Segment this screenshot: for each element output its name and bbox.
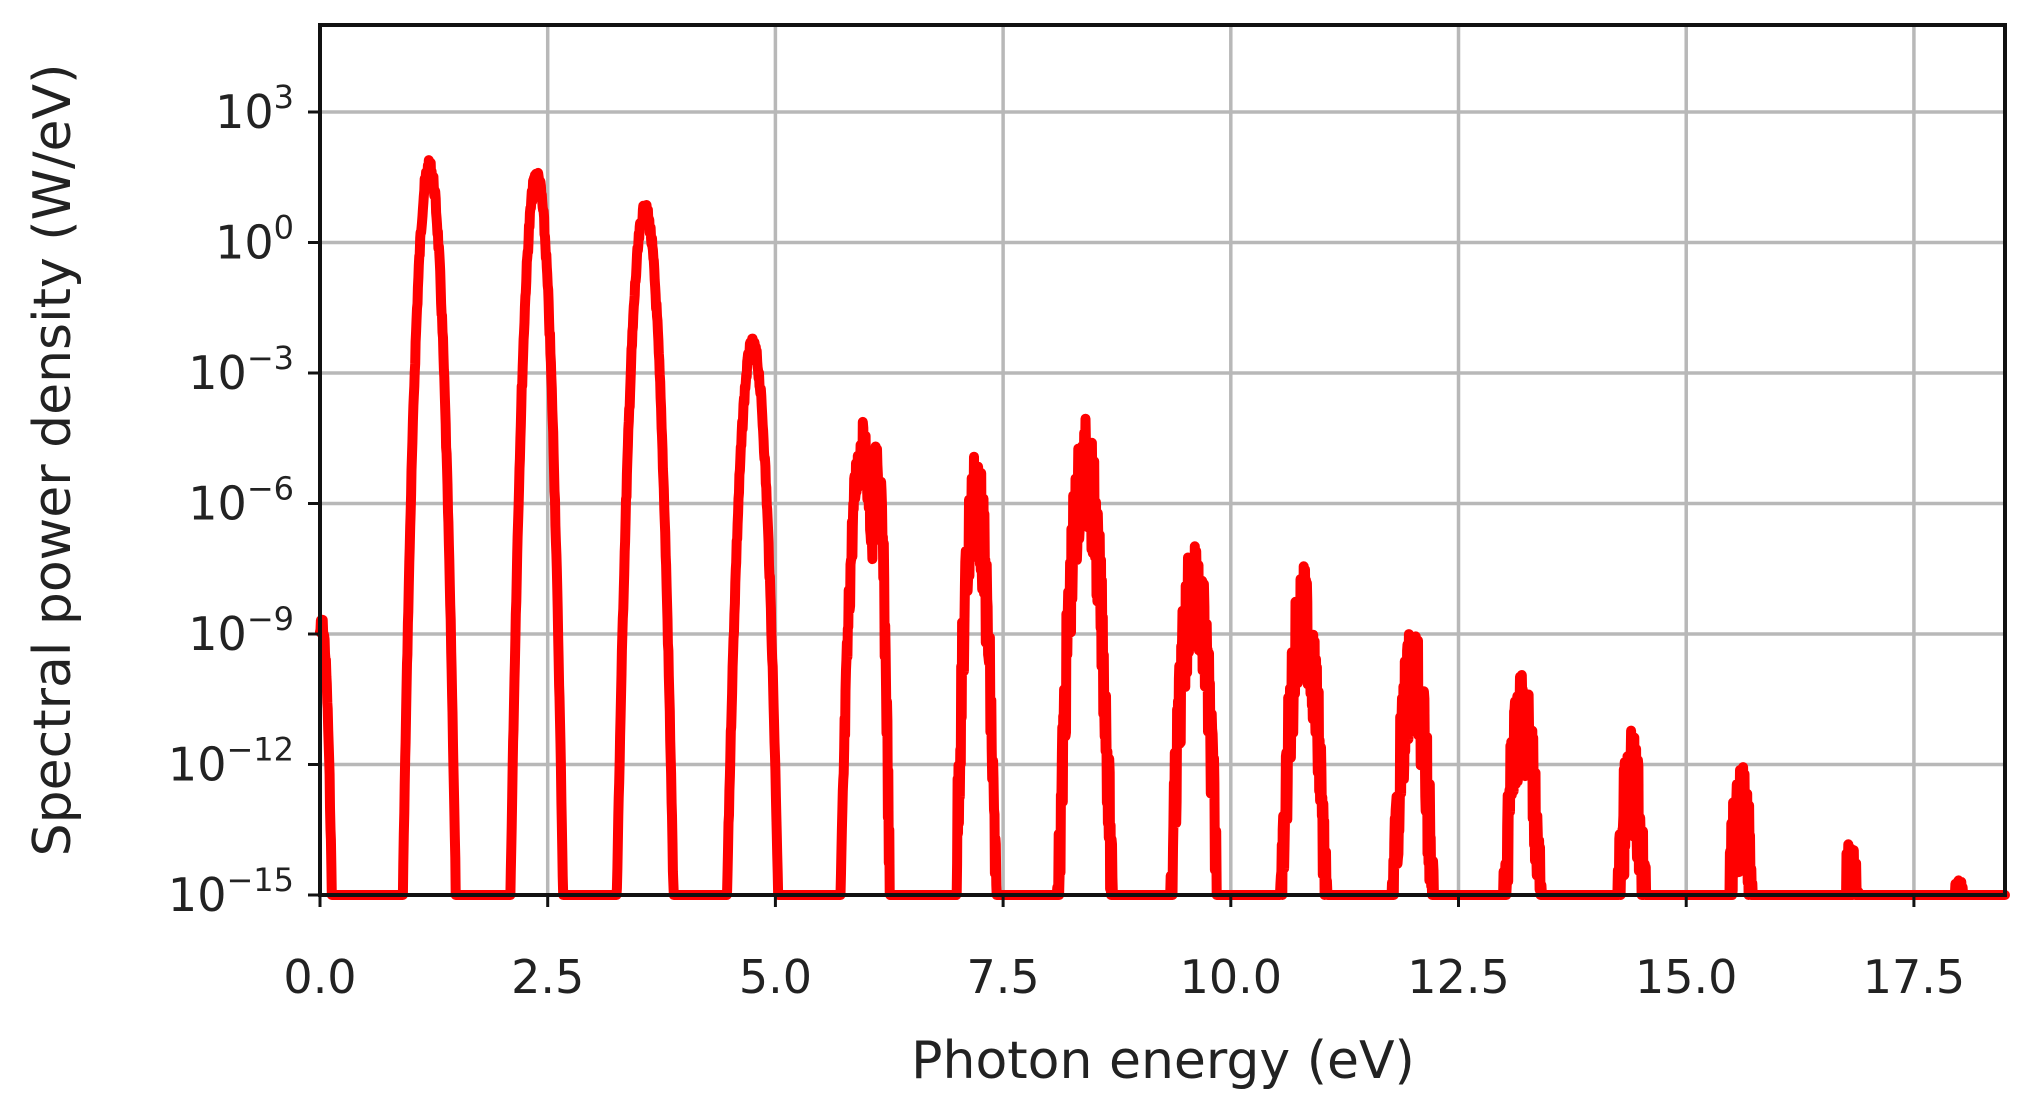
y-tick-label: 100 — [215, 209, 294, 270]
y-tick-exponent: −3 — [247, 339, 294, 377]
x-tick-label: 7.5 — [967, 950, 1040, 1004]
y-tick-label: 10−6 — [188, 470, 294, 531]
y-tick-base: 10 — [215, 216, 274, 270]
y-tick-base: 10 — [168, 868, 227, 922]
x-tick-label: 10.0 — [1180, 950, 1282, 1004]
x-tick-label: 12.5 — [1407, 950, 1509, 1004]
y-tick-exponent: −6 — [247, 470, 294, 508]
y-tick-exponent: −12 — [226, 731, 294, 769]
y-tick-exponent: −9 — [247, 600, 294, 638]
spectrum-series-line — [315, 155, 2010, 900]
plot-frame — [318, 23, 2007, 897]
y-tick-label: 10−9 — [188, 600, 294, 661]
x-tick-label: 15.0 — [1635, 950, 1737, 1004]
x-tick-label: 17.5 — [1863, 950, 1965, 1004]
x-tick-label: 2.5 — [511, 950, 584, 1004]
y-tick-exponent: 3 — [274, 78, 294, 116]
y-tick-base: 10 — [168, 738, 227, 792]
y-tick-label: 103 — [215, 78, 294, 139]
x-tick-label: 5.0 — [739, 950, 812, 1004]
y-tick-base: 10 — [188, 346, 247, 400]
y-tick-base: 10 — [188, 607, 247, 661]
y-tick-base: 10 — [215, 85, 274, 139]
series-layer — [315, 155, 2010, 900]
axis-ticks: 0.0 2.5 5.0 7.5 10.0 12.5 15.0 17.510−1510−1210… — [168, 78, 1965, 1004]
y-tick-exponent: 0 — [274, 209, 294, 247]
y-tick-label: 10−15 — [168, 861, 294, 922]
y-tick-exponent: −15 — [226, 861, 294, 899]
y-tick-label: 10−12 — [168, 731, 294, 792]
y-tick-base: 10 — [188, 477, 247, 531]
y-tick-label: 10−3 — [188, 339, 294, 400]
x-tick-label: 0.0 — [283, 950, 356, 1004]
x-axis-title: Photon energy (eV) — [911, 1031, 1415, 1091]
grid — [318, 25, 2005, 895]
y-axis-title: Spectral power density (W/eV) — [23, 64, 83, 857]
